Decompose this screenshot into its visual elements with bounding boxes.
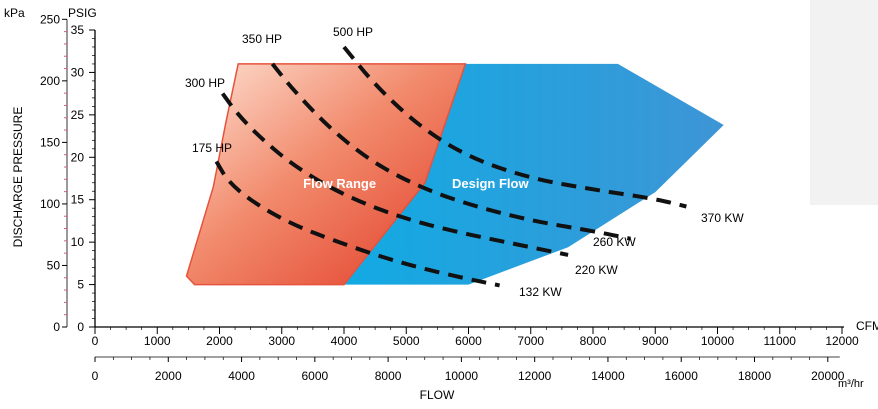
curve-label-220kw: 220 KW — [575, 263, 618, 277]
kpa-tick-label: 100 — [40, 197, 60, 211]
cfm-tick-label: 10000 — [701, 334, 735, 348]
psig-tick-label: 20 — [71, 150, 85, 164]
curve-label-370kw: 370 KW — [701, 211, 744, 225]
kpa-tick-label: 50 — [47, 258, 61, 272]
y-axis-title: DISCHARGE PRESSURE — [11, 107, 25, 248]
curve-label-350hp: 350 HP — [242, 32, 282, 46]
m3hr-tick-label: 8000 — [375, 369, 402, 383]
psig-tick-label: 25 — [71, 108, 85, 122]
kpa-tick-label: 200 — [40, 74, 60, 88]
m3hr-tick-label: 18000 — [738, 369, 772, 383]
cfm-tick-label: 5000 — [393, 334, 420, 348]
kpa-tick-label: 250 — [40, 12, 60, 26]
psig-tick-label: 10 — [71, 235, 85, 249]
m3hr-tick-label: 16000 — [665, 369, 699, 383]
curve-label-260kw: 260 KW — [593, 235, 636, 249]
cfm-tick-label: 3000 — [268, 334, 295, 348]
psig-tick-label: 0 — [77, 320, 84, 334]
m3hr-tick-label: 12000 — [518, 369, 552, 383]
kpa-unit-label: kPa — [4, 6, 25, 20]
cfm-tick-label: 11000 — [764, 334, 797, 348]
m3hr-unit-label: m³/hr — [838, 378, 864, 390]
m3hr-tick-label: 14000 — [591, 369, 625, 383]
m3hr-tick-label: 4000 — [228, 369, 255, 383]
psig-tick-label: 35 — [71, 23, 85, 37]
cfm-tick-label: 0 — [92, 334, 99, 348]
cfm-tick-label: 1000 — [144, 334, 171, 348]
psig-tick-label: 30 — [71, 65, 85, 79]
cfm-unit-label: CFM — [856, 319, 878, 333]
m3hr-tick-label: 2000 — [155, 369, 182, 383]
m3hr-tick-label: 10000 — [445, 369, 479, 383]
cfm-tick-label: 4000 — [331, 334, 358, 348]
region-label-flow-range: Flow Range — [303, 176, 376, 191]
m3hr-tick-label: 6000 — [301, 369, 328, 383]
overlay-panel — [810, 0, 878, 205]
cfm-tick-label: 9000 — [642, 334, 669, 348]
curve-label-300hp: 300 HP — [185, 76, 225, 90]
cfm-tick-label: 12000 — [825, 334, 859, 348]
curve-label-175hp: 175 HP — [192, 141, 232, 155]
psig-tick-label: 5 — [77, 278, 84, 292]
cfm-tick-label: 6000 — [455, 334, 482, 348]
x-axis-title: FLOW — [420, 388, 455, 402]
cfm-tick-label: 8000 — [580, 334, 607, 348]
cfm-tick-label: 7000 — [517, 334, 544, 348]
kpa-tick-label: 150 — [40, 135, 60, 149]
m3hr-tick-label: 0 — [92, 369, 99, 383]
psig-tick-label: 15 — [71, 193, 85, 207]
kpa-tick-label: 0 — [53, 320, 60, 334]
cfm-tick-label: 2000 — [206, 334, 233, 348]
psig-unit-label: PSIG — [68, 6, 97, 20]
region-label-design-flow: Design Flow — [452, 176, 529, 191]
curve-label-132kw: 132 KW — [519, 285, 562, 299]
curve-label-500hp: 500 HP — [333, 25, 373, 39]
flow-regions — [187, 0, 878, 285]
